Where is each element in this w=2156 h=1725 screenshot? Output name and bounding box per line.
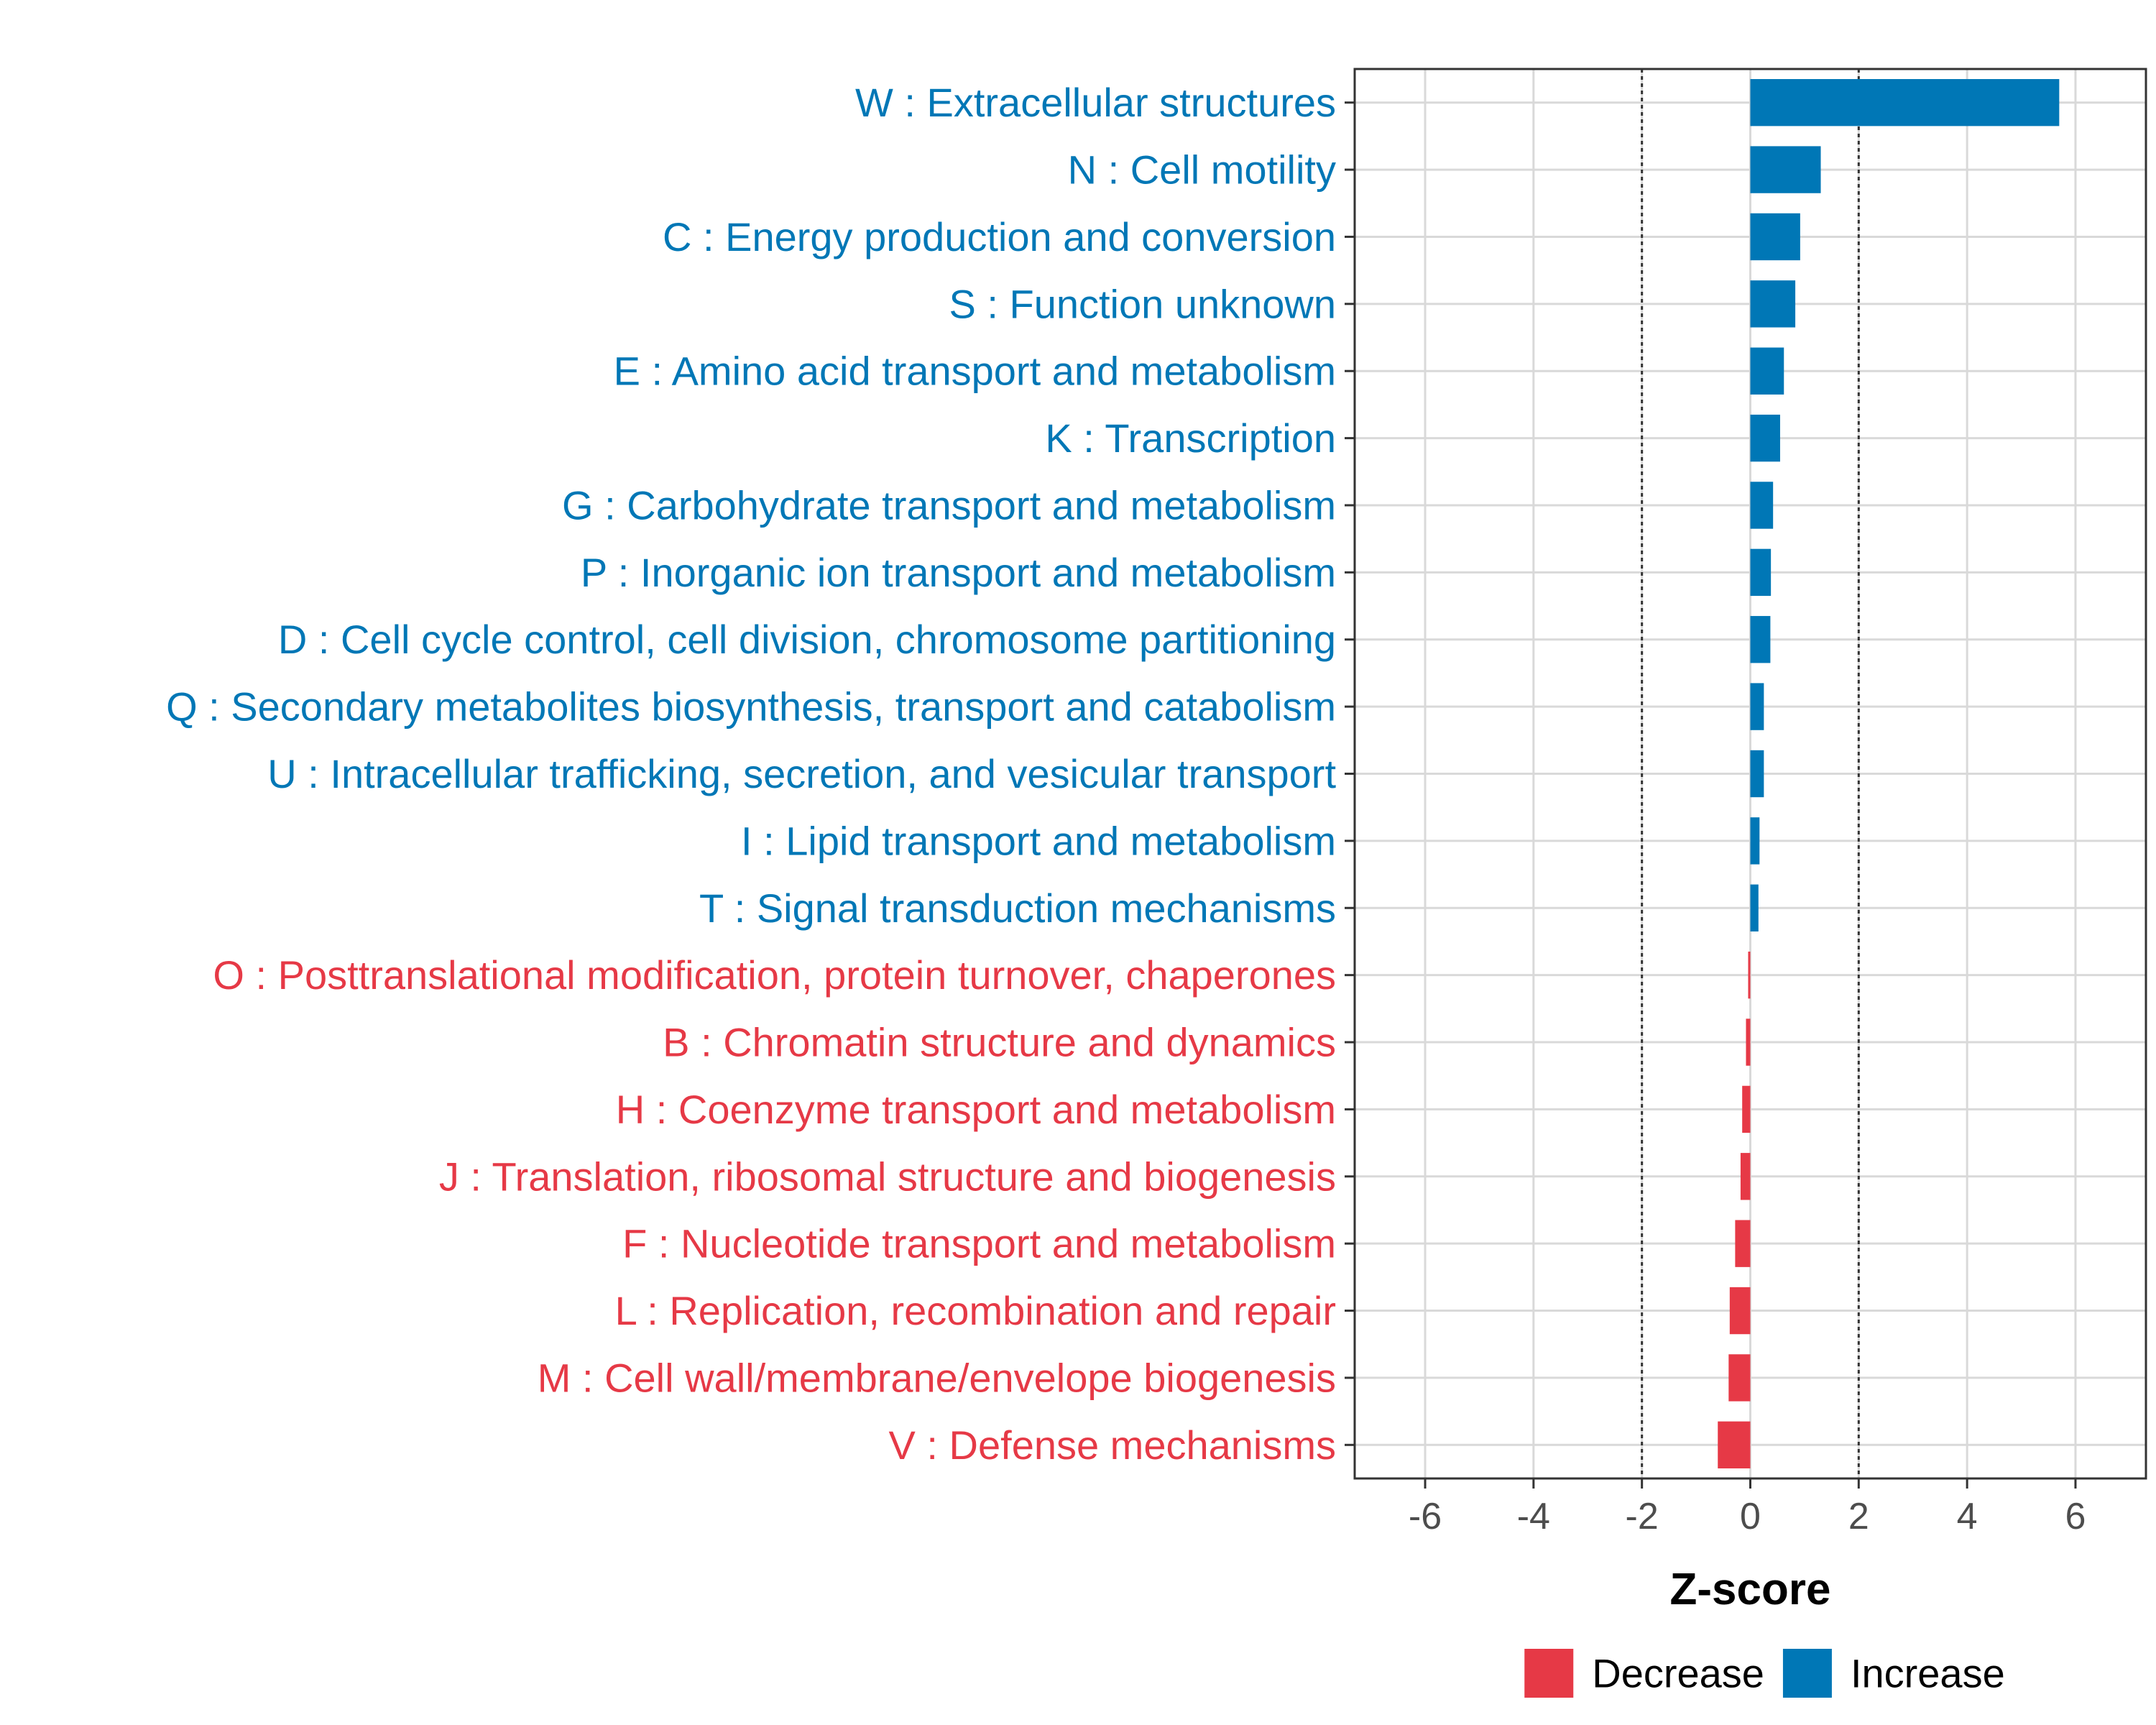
x-tick-label: 0: [1740, 1496, 1761, 1537]
bar: [1740, 1153, 1751, 1200]
bar: [1735, 1220, 1751, 1267]
bar: [1718, 1421, 1751, 1468]
category-label: W : Extracellular structures: [855, 80, 1336, 125]
category-label: T : Signal transduction mechanisms: [699, 886, 1336, 931]
category-label: V : Defense mechanisms: [889, 1422, 1336, 1468]
bar: [1750, 817, 1760, 865]
category-label: L : Replication, recombination and repai…: [615, 1288, 1336, 1333]
bar: [1750, 347, 1784, 395]
bar: [1750, 482, 1774, 529]
bar: [1742, 1085, 1751, 1133]
category-label: E : Amino acid transport and metabolism: [614, 349, 1336, 394]
x-axis-title: Z-score: [1670, 1565, 1831, 1614]
category-label: G : Carbohydrate transport and metabolis…: [562, 482, 1336, 528]
category-label: N : Cell motility: [1068, 147, 1336, 193]
bar: [1750, 683, 1764, 730]
category-label: F : Nucleotide transport and metabolism: [622, 1221, 1336, 1266]
x-tick-label: 6: [2065, 1496, 2086, 1537]
x-tick-label: 2: [1848, 1496, 1869, 1537]
x-tick-label: -2: [1626, 1496, 1659, 1537]
legend-label: Increase: [1851, 1651, 2005, 1696]
bar: [1750, 548, 1772, 597]
bar: [1746, 1018, 1751, 1066]
bar: [1750, 616, 1771, 663]
reference-lines: [1641, 69, 1860, 1478]
category-label: D : Cell cycle control, cell division, c…: [278, 617, 1336, 662]
category-label: Q : Secondary metabolites biosynthesis, …: [166, 684, 1336, 730]
category-label: H : Coenzyme transport and metabolism: [616, 1087, 1336, 1132]
x-tick-label: -4: [1517, 1496, 1550, 1537]
x-tick-label: -6: [1409, 1496, 1442, 1537]
category-label: U : Intracellular trafficking, secretion…: [267, 751, 1336, 796]
bar: [1729, 1287, 1751, 1335]
bar: [1750, 79, 2060, 126]
bar: [1750, 884, 1759, 932]
legend-swatch: [1782, 1649, 1832, 1698]
category-label: O : Posttranslational modification, prot…: [213, 952, 1336, 998]
category-label: M : Cell wall/membrane/envelope biogenes…: [538, 1355, 1336, 1400]
bar: [1728, 1354, 1751, 1402]
bars: [1718, 79, 2060, 1468]
category-label: K : Transcription: [1045, 415, 1336, 461]
legend-swatch: [1524, 1649, 1574, 1698]
category-label: P : Inorganic ion transport and metaboli…: [581, 550, 1336, 595]
category-label: J : Translation, ribosomal structure and…: [439, 1154, 1336, 1199]
bar: [1750, 750, 1764, 798]
legend-label: Decrease: [1592, 1651, 1764, 1696]
x-tick-label: 4: [1957, 1496, 1978, 1537]
legend: Decrease Increase: [1524, 1649, 2005, 1698]
bar: [1750, 414, 1780, 462]
category-label: I : Lipid transport and metabolism: [741, 818, 1336, 863]
bar: [1748, 951, 1751, 999]
category-label: C : Energy production and conversion: [663, 214, 1336, 259]
bar: [1750, 146, 1821, 193]
category-label: S : Function unknown: [949, 281, 1336, 326]
x-axis-ticks: -6 -4 -2 0 2 4 6: [1409, 1478, 2086, 1537]
y-axis-ticks: W : Extracellular structures N : Cell mot…: [166, 80, 1355, 1468]
category-label: B : Chromatin structure and dynamics: [663, 1020, 1336, 1065]
bar: [1750, 213, 1800, 261]
bar: [1750, 280, 1796, 328]
